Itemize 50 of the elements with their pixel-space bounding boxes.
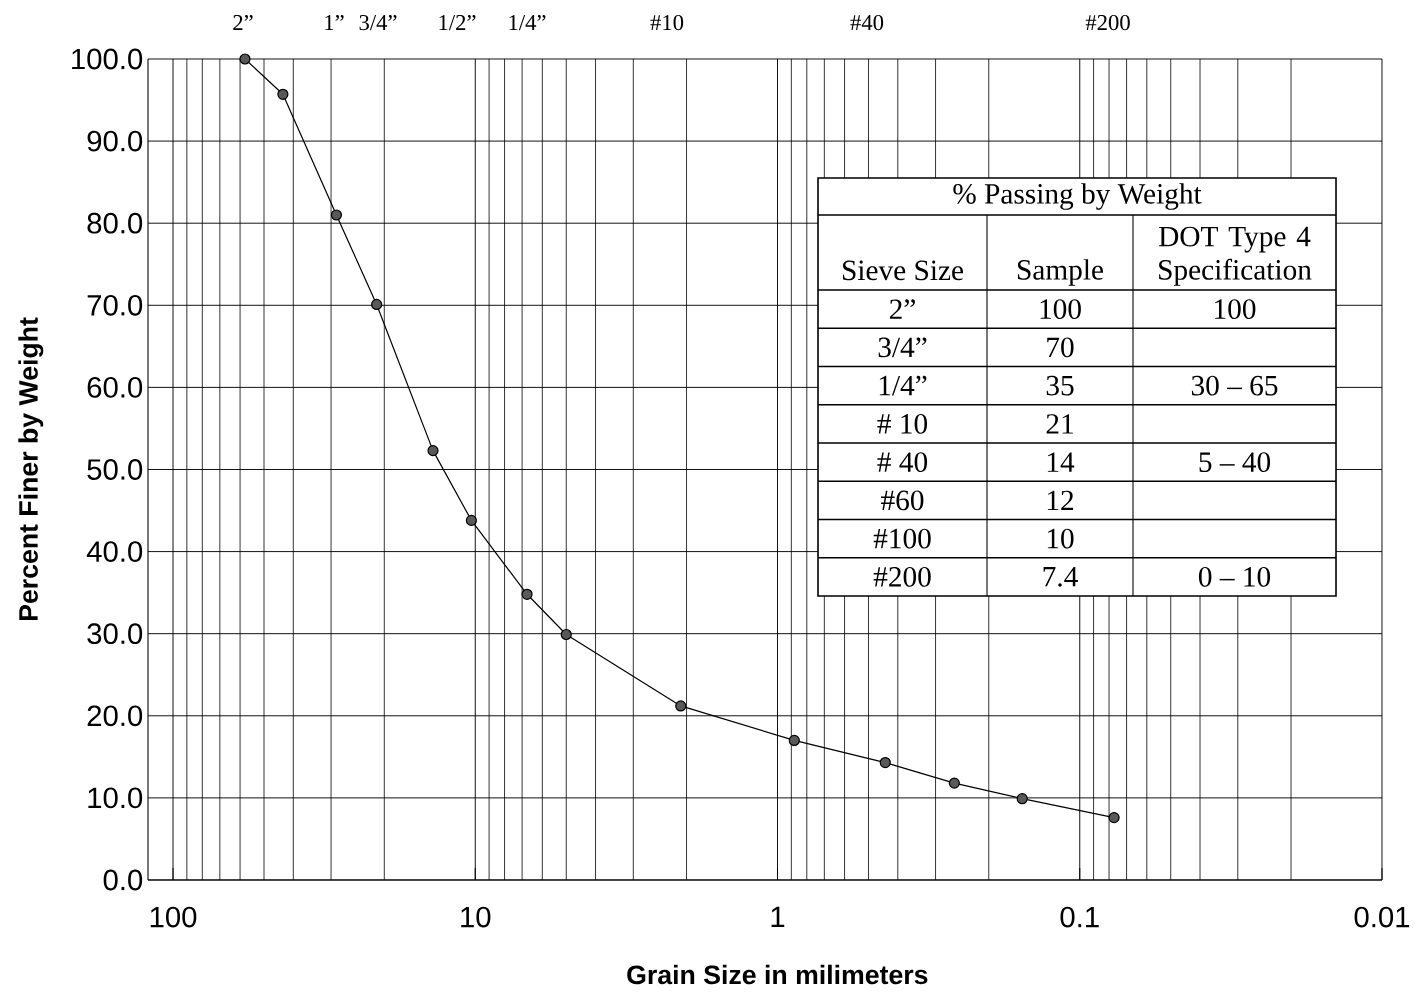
y-tick-label: 30.0 <box>87 623 143 645</box>
y-tick-label: 60.0 <box>87 376 143 398</box>
text: DOT Type 4 Specification <box>1158 226 1312 286</box>
category-label: 1/4” <box>879 375 927 396</box>
data-label: 0 – 10 <box>1198 566 1271 587</box>
text: #10 <box>650 14 684 31</box>
text: 1” <box>325 14 344 30</box>
y-tick-label: 90.0 <box>87 130 143 152</box>
text: Sieve Size <box>842 260 964 281</box>
data-label: 7.4 <box>1043 567 1078 587</box>
y-tick-label: 100.0 <box>72 48 143 70</box>
text: 2” <box>233 14 253 30</box>
data-label: 10 <box>1047 528 1074 549</box>
x-tick-label: 0.1 <box>1060 906 1099 928</box>
y-tick-label: 80.0 <box>87 212 143 234</box>
y-tick-label: 10.0 <box>88 787 143 809</box>
y-tick-label: 70.0 <box>87 294 143 316</box>
data-label: 100 <box>1040 299 1081 320</box>
category-label: # 10 <box>877 413 928 434</box>
data-label: 70 <box>1047 337 1074 358</box>
x-tick-label: 10 <box>461 906 491 928</box>
data-label: 30 – 65 <box>1191 375 1278 396</box>
x-tick-label: 0.01 <box>1354 906 1410 928</box>
category-label: #200 <box>873 566 931 587</box>
data-label: 100 <box>1215 299 1256 320</box>
x-tick-label: 1 <box>771 906 785 927</box>
y-tick-label: 50.0 <box>87 459 143 480</box>
data-label: 14 <box>1047 452 1075 472</box>
x-tick-label: 100 <box>150 906 197 928</box>
data-label: 12 <box>1047 490 1074 511</box>
text: 1/2” <box>439 14 476 31</box>
y-tick-label: 40.0 <box>86 541 143 562</box>
y-axis-title: Percent Finer by Weight <box>18 317 44 621</box>
text: #40 <box>850 14 884 31</box>
data-label: 35 <box>1046 375 1074 396</box>
category-label: #100 <box>873 528 931 549</box>
y-tick-label: 0.0 <box>103 869 143 891</box>
category-label: #60 <box>881 490 924 511</box>
category-label: 2” <box>889 299 915 319</box>
text: 1/4” <box>509 14 546 31</box>
y-tick-label: 20.0 <box>87 705 143 727</box>
text: % Passing by Weight <box>953 183 1202 210</box>
series-label: Sample <box>1017 259 1103 286</box>
category-label: 3/4” <box>878 337 927 358</box>
data-label: 21 <box>1046 414 1073 434</box>
text: 3/4” <box>359 14 397 31</box>
x-axis-title: Grain Size in milimeters <box>627 964 928 985</box>
data-label: 5 – 40 <box>1199 452 1271 473</box>
text: #200 <box>1085 14 1130 31</box>
category-label: # 40 <box>877 452 928 473</box>
